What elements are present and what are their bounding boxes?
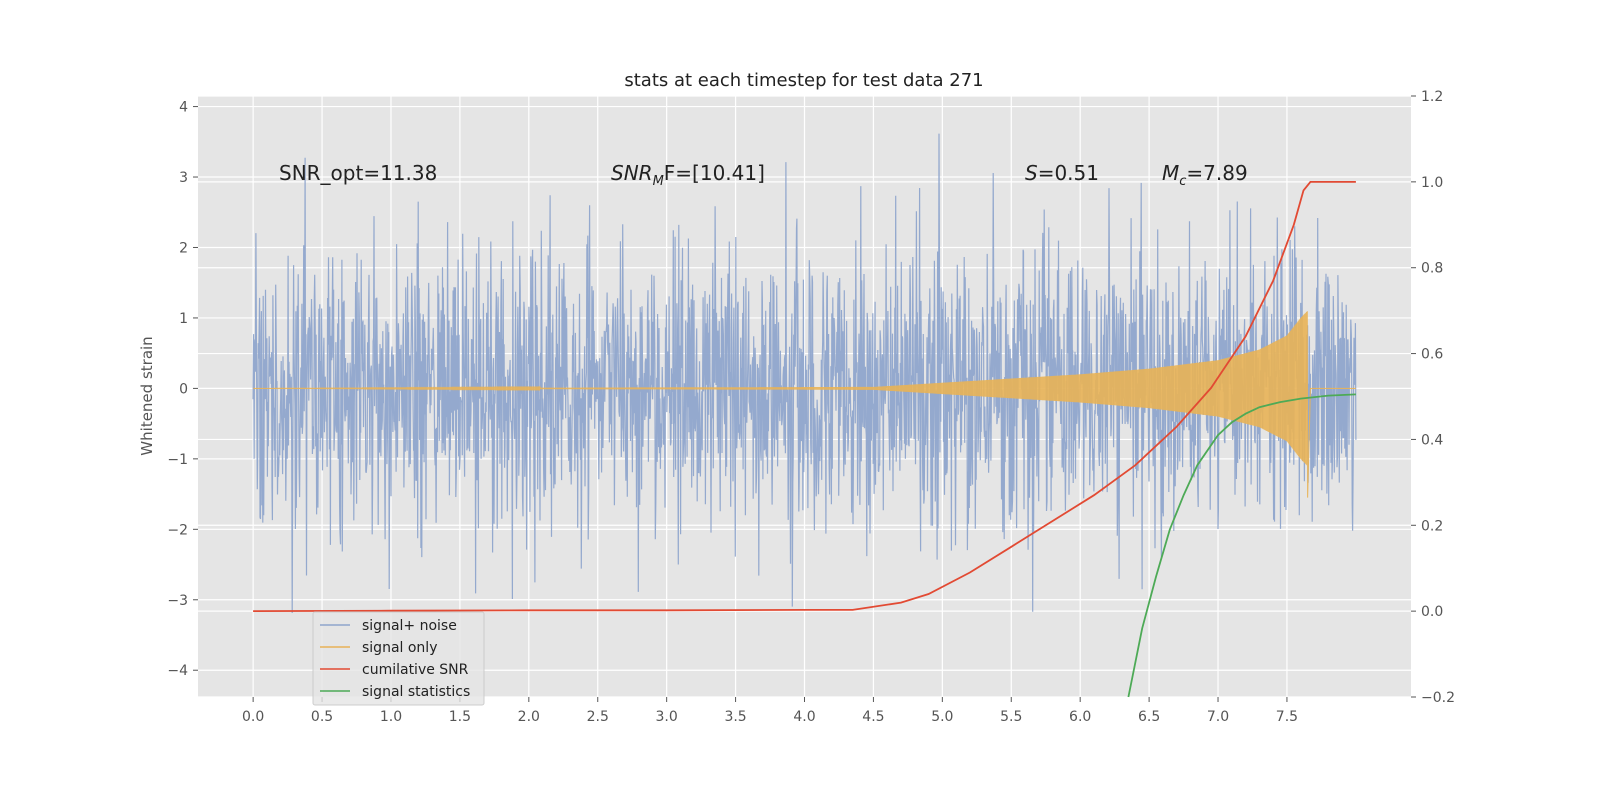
y-tick-label: −2 bbox=[167, 522, 188, 538]
y-tick-label: −3 bbox=[167, 593, 188, 609]
x-tick-label: 4.5 bbox=[862, 709, 884, 725]
legend-label-cumilative-snr: cumilative SNR bbox=[362, 662, 469, 678]
annotation-mc-rest: =7.89 bbox=[1186, 161, 1247, 185]
x-tick-label: 3.5 bbox=[724, 709, 746, 725]
x-tick-label: 5.0 bbox=[931, 709, 953, 725]
y-tick-label: 1 bbox=[179, 311, 188, 327]
y2-tick-label: 0.2 bbox=[1421, 518, 1443, 534]
legend-label-signal-statistics: signal statistics bbox=[362, 684, 470, 700]
y2-tick-label: 0.4 bbox=[1421, 432, 1443, 448]
y2-tick-label: 0.6 bbox=[1421, 347, 1443, 363]
legend: signal+ noise signal only cumilative SNR… bbox=[312, 611, 485, 706]
cumilative-snr-line bbox=[253, 180, 1356, 612]
x-tick-label: 1.5 bbox=[449, 709, 471, 725]
series-signal-only bbox=[253, 311, 1356, 498]
legend-label-signal-plus-noise: signal+ noise bbox=[362, 618, 457, 634]
y2-tick-label: 1.0 bbox=[1421, 175, 1443, 191]
y2-tick-label: 0.8 bbox=[1421, 261, 1443, 277]
chart-title: stats at each timestep for test data 271 bbox=[624, 70, 983, 91]
legend-label-signal-only: signal only bbox=[362, 640, 437, 656]
annotation-snr-mf-sub: M bbox=[653, 174, 664, 189]
annotation-snr-mf: SNRMF=[10.41] bbox=[611, 161, 765, 189]
x-axis-ticks: 0.0 0.5 1.0 1.5 2.0 2.5 3.0 3.5 4.0 4.5 5.0 5.5 6.0 6… bbox=[242, 697, 1298, 725]
x-tick-label: 7.0 bbox=[1207, 709, 1229, 725]
y-axis-label: Whitened strain bbox=[138, 336, 156, 455]
annotation-s-main: S bbox=[1025, 161, 1038, 185]
right-axis-curves bbox=[253, 180, 1356, 698]
x-tick-label: 2.0 bbox=[518, 709, 540, 725]
x-tick-label: 7.5 bbox=[1276, 709, 1298, 725]
y2-tick-label: 1.2 bbox=[1421, 89, 1443, 105]
y2-tick-label: 0.0 bbox=[1421, 604, 1443, 620]
x-tick-label: 3.0 bbox=[656, 709, 678, 725]
x-tick-label: 2.5 bbox=[587, 709, 609, 725]
y-tick-label: 2 bbox=[179, 240, 188, 256]
annotation-snr-mf-rest: F=[10.41] bbox=[664, 161, 765, 185]
series-signal-plus-noise bbox=[252, 133, 1357, 614]
x-tick-label: 5.5 bbox=[1000, 709, 1022, 725]
annotation-snr-mf-main: SNR bbox=[611, 161, 653, 185]
x-tick-label: 6.5 bbox=[1138, 709, 1160, 725]
x-tick-label: 4.0 bbox=[793, 709, 815, 725]
y-tick-label: 3 bbox=[179, 170, 188, 186]
y-axis-ticks: −4 −3 −2 −1 0 1 2 3 4 bbox=[167, 100, 198, 679]
annotation-s-rest: =0.51 bbox=[1038, 161, 1099, 185]
annotation-mc-main: M bbox=[1162, 161, 1179, 185]
legend-box bbox=[312, 611, 485, 706]
y-tick-label: 4 bbox=[179, 100, 188, 116]
y-tick-label: −1 bbox=[167, 452, 188, 468]
y2-tick-label: −0.2 bbox=[1421, 690, 1455, 706]
annotation-mc-sub: c bbox=[1179, 174, 1186, 189]
x-tick-label: 0.0 bbox=[242, 709, 264, 725]
x-tick-label: 1.0 bbox=[380, 709, 402, 725]
annotation-snr-opt: SNR_opt=11.38 bbox=[279, 161, 437, 185]
signal-plus-noise-line bbox=[252, 133, 1357, 614]
x-tick-label: 6.0 bbox=[1069, 709, 1091, 725]
annotation-s: S=0.51 bbox=[1025, 161, 1099, 185]
annotation-mc: Mc=7.89 bbox=[1162, 161, 1248, 189]
x-tick-label: 0.5 bbox=[311, 709, 333, 725]
signal-statistics-line bbox=[1127, 393, 1356, 698]
y-tick-label: −4 bbox=[167, 663, 188, 679]
signal-only-line bbox=[253, 311, 1356, 498]
y2-axis-ticks: −0.2 0.0 0.2 0.4 0.6 0.8 1.0 1.2 bbox=[1411, 89, 1455, 706]
y-tick-label: 0 bbox=[179, 381, 188, 397]
